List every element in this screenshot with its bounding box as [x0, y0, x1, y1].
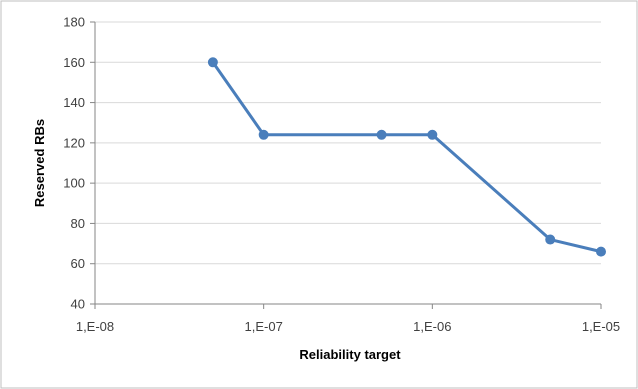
y-tick-label: 140 [63, 95, 85, 110]
x-tick-label: 1,E-06 [413, 319, 451, 334]
x-tick-label: 1,E-07 [245, 319, 283, 334]
data-point [258, 129, 269, 140]
y-tick-label: 80 [71, 216, 85, 231]
y-tick-label: 180 [63, 15, 85, 30]
data-point [596, 246, 606, 257]
y-tick-label: 100 [63, 176, 85, 191]
x-tick-label: 1,E-05 [582, 319, 620, 334]
data-point [376, 129, 387, 140]
series-group [207, 57, 606, 257]
x-tick-label: 1,E-08 [76, 319, 114, 334]
y-axis-title: Reserved RBs [32, 119, 47, 207]
data-point [207, 57, 218, 68]
y-tick-label: 40 [71, 297, 85, 312]
gridlines [90, 21, 601, 305]
y-tick-labels: 40 60 80 100 120 140 160 180 [63, 15, 85, 312]
y-tick-label: 60 [71, 256, 85, 271]
y-tick-label: 120 [63, 135, 85, 150]
data-point [545, 234, 556, 245]
axes [94, 22, 602, 309]
series-line [211, 61, 602, 254]
data-point [427, 129, 438, 140]
y-tick-label: 160 [63, 55, 85, 70]
x-tick-labels: 1,E-08 1,E-07 1,E-06 1,E-05 [76, 319, 620, 334]
x-axis-title: Reliability target [299, 347, 401, 362]
